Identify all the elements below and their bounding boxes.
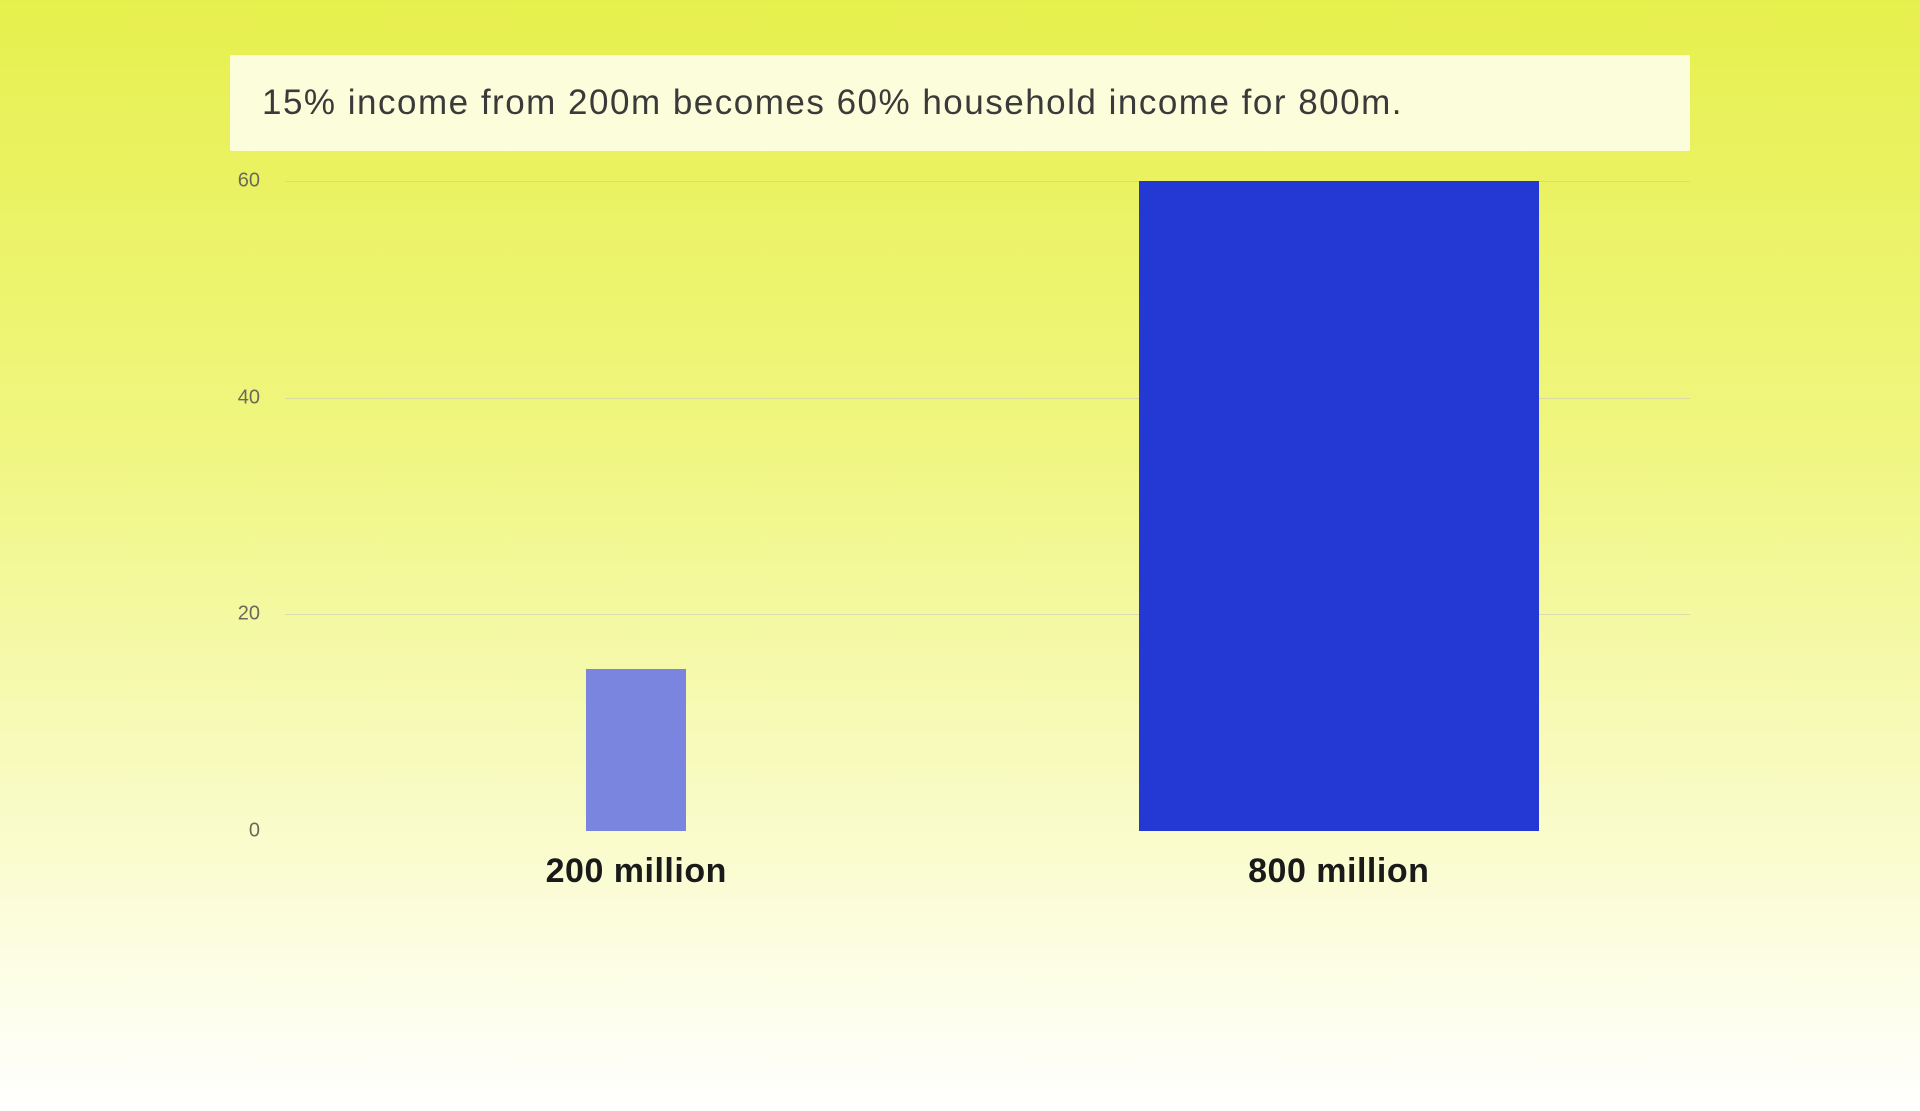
bar-800m <box>1139 181 1539 831</box>
y-tick-40: 40 <box>220 386 260 409</box>
x-label-0: 200 million <box>285 852 988 891</box>
bar-200m <box>586 669 686 832</box>
bar-slot-0 <box>285 181 988 831</box>
chart-container: 15% income from 200m becomes 60% househo… <box>220 55 1700 925</box>
plot-area: 60 40 20 0 200 million 800 mil <box>220 181 1700 831</box>
bar-slot-1 <box>988 181 1691 831</box>
bars-area <box>285 181 1690 831</box>
y-tick-0: 0 <box>220 820 260 843</box>
x-label-1: 800 million <box>988 852 1691 891</box>
y-tick-20: 20 <box>220 603 260 626</box>
x-axis: 200 million 800 million <box>285 852 1690 891</box>
page-root: 15% income from 200m becomes 60% househo… <box>0 0 1920 1111</box>
y-axis: 60 40 20 0 <box>220 181 270 831</box>
chart-title-box: 15% income from 200m becomes 60% househo… <box>230 55 1690 151</box>
chart-title: 15% income from 200m becomes 60% househo… <box>262 83 1658 123</box>
y-tick-60: 60 <box>220 170 260 193</box>
